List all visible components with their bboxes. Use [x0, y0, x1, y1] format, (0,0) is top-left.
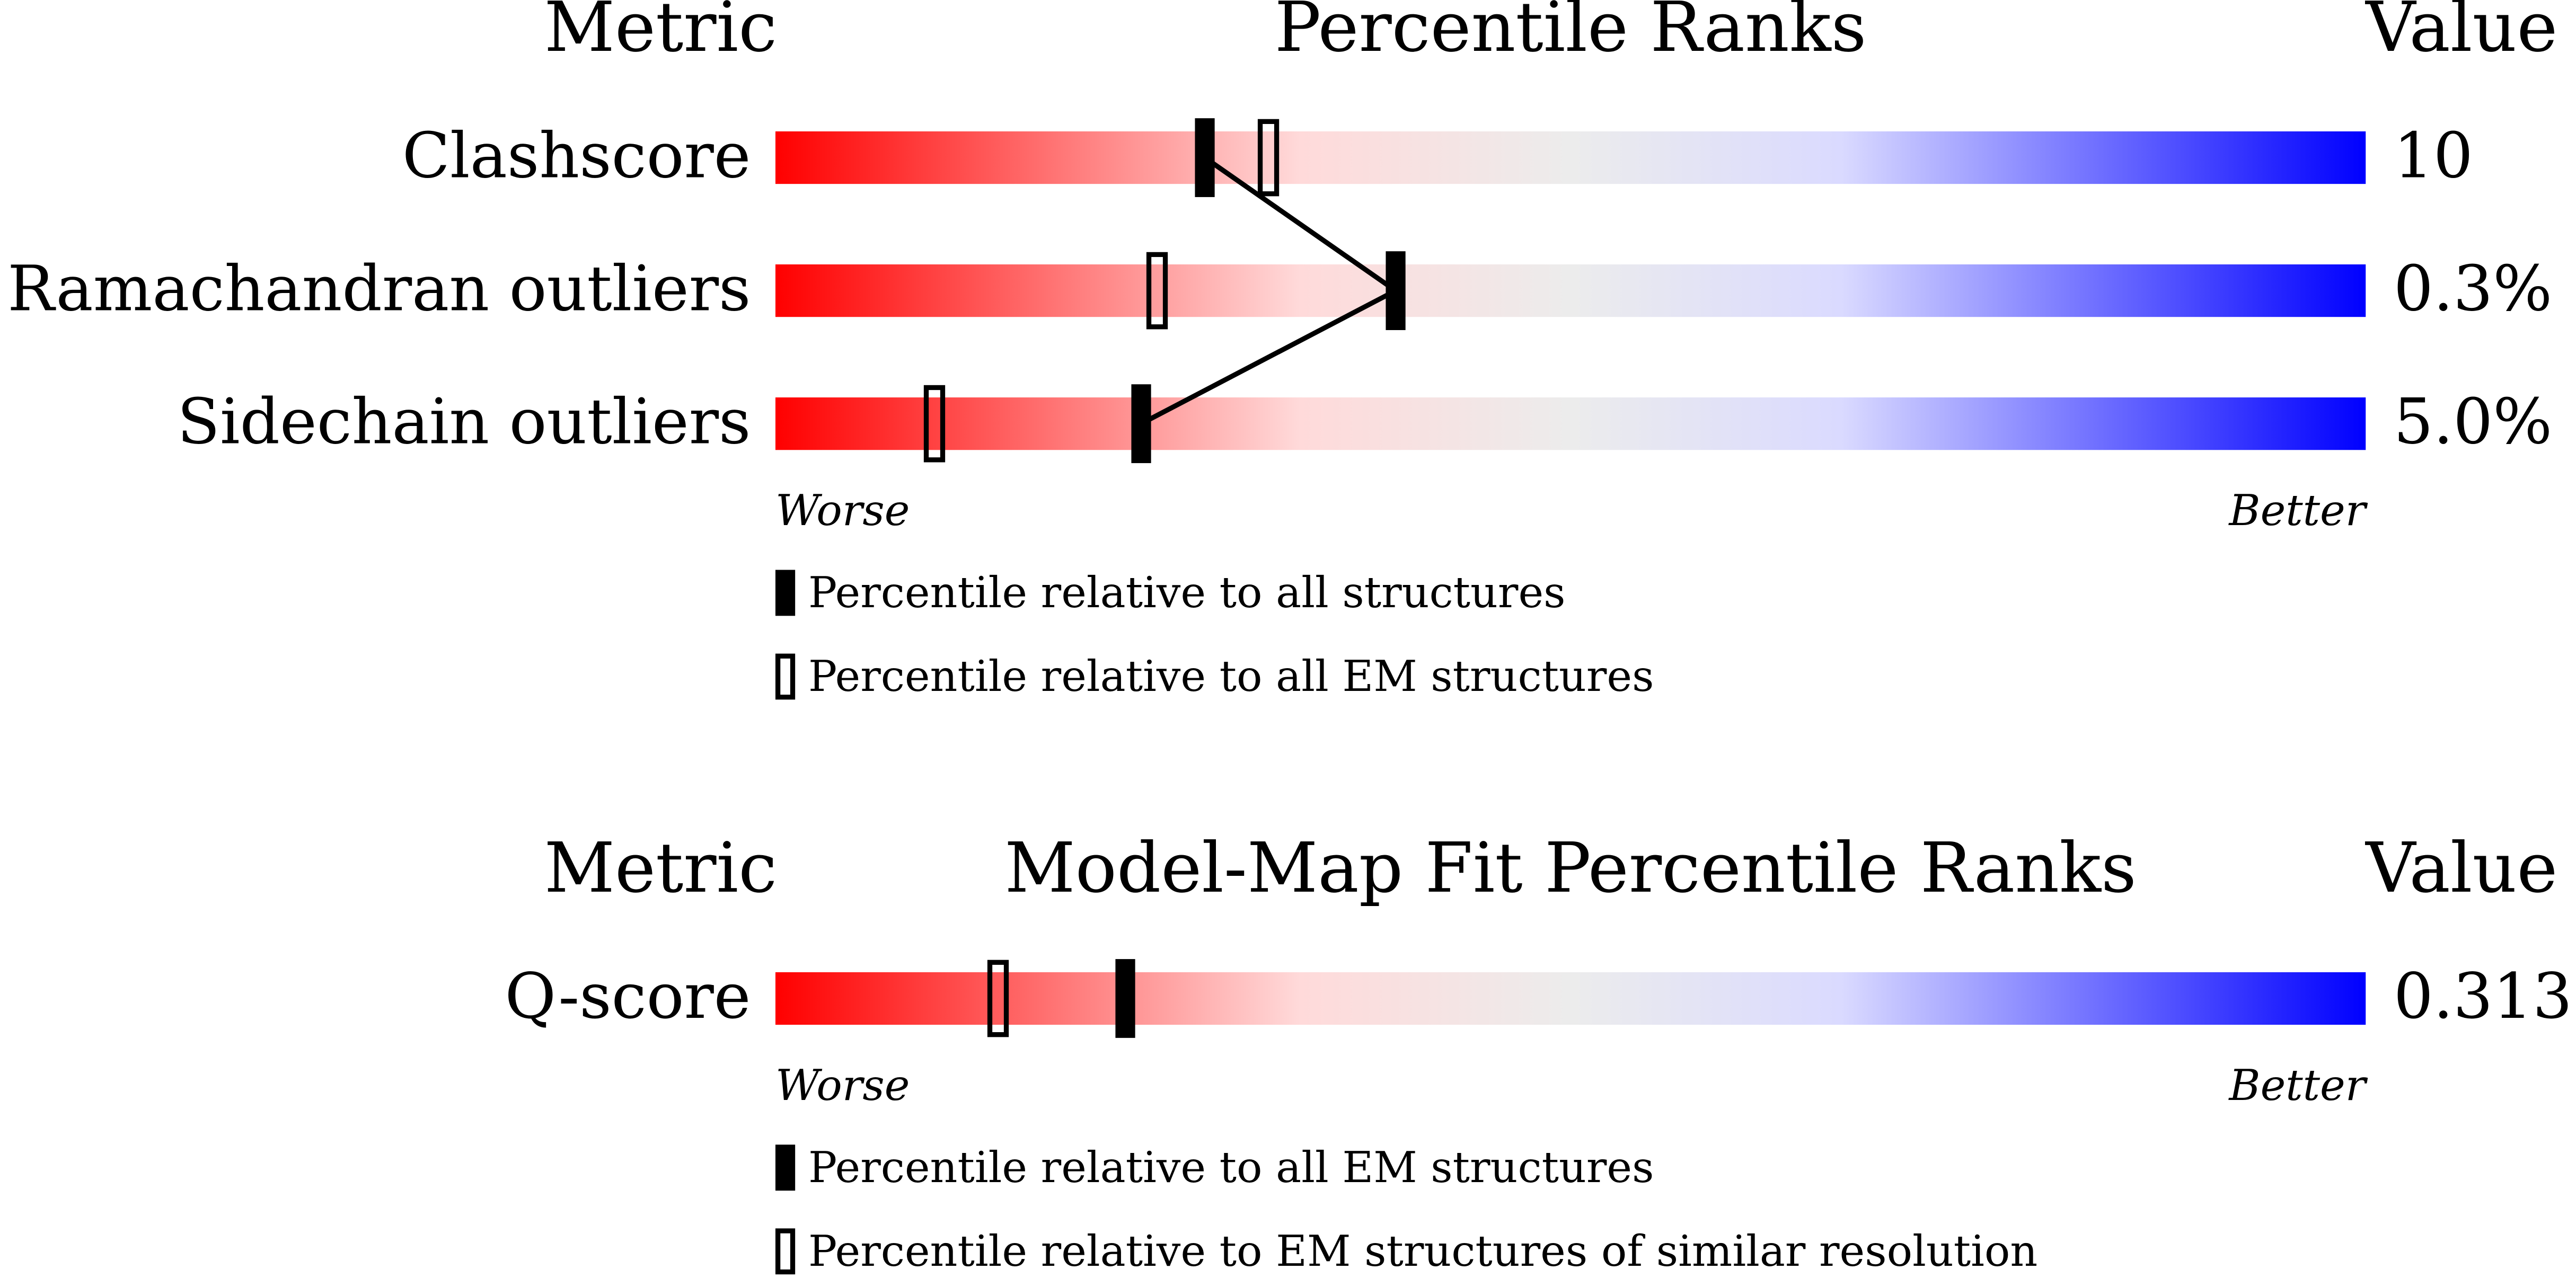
legend-marker: [775, 570, 796, 616]
high-label: Better: [2228, 486, 2368, 536]
metric-value: 0.313: [2394, 960, 2572, 1033]
percentile-marker-open: [1146, 252, 1168, 330]
percentile-marker-open: [923, 385, 946, 463]
legend-label: Percentile relative to all EM structures: [808, 652, 1654, 702]
slider-bar: [775, 131, 2366, 184]
legend-marker-open: [775, 1228, 796, 1275]
percentile-marker: [1115, 959, 1135, 1038]
header-title: Model-Map Fit Percentile Ranks: [1004, 828, 2137, 908]
header-metric: Metric: [544, 828, 777, 908]
metric-label: Ramachandran outliers: [7, 252, 751, 325]
metric-label: Sidechain outliers: [177, 385, 751, 458]
slider-bar: [775, 972, 2366, 1025]
percentile-marker: [1386, 251, 1406, 330]
percentile-marker-open: [1257, 119, 1280, 197]
slider-bar: [775, 264, 2366, 317]
low-label: Worse: [775, 1061, 910, 1111]
legend-label: Percentile relative to all EM structures: [808, 1143, 1654, 1193]
header-value: Value: [2365, 828, 2557, 908]
metric-label: Q-score: [505, 960, 751, 1033]
metric-value: 10: [2394, 119, 2473, 192]
header-value: Value: [2365, 0, 2557, 67]
high-label: Better: [2228, 1061, 2368, 1111]
header-metric: Metric: [544, 0, 777, 67]
percentile-marker: [1195, 118, 1215, 197]
header-title: Percentile Ranks: [1275, 0, 1867, 67]
metric-label: Clashscore: [402, 119, 751, 192]
percentile-marker-open: [987, 960, 1009, 1037]
legend-label: Percentile relative to EM structures of …: [808, 1227, 2037, 1276]
legend-label: Percentile relative to all structures: [808, 568, 1566, 618]
low-label: Worse: [775, 486, 910, 536]
slider-bar: [775, 397, 2366, 450]
metric-value: 5.0%: [2394, 385, 2552, 458]
legend-marker-open: [775, 653, 796, 700]
percentile-marker: [1131, 384, 1151, 464]
metric-value: 0.3%: [2394, 252, 2552, 325]
legend-marker: [775, 1144, 796, 1191]
